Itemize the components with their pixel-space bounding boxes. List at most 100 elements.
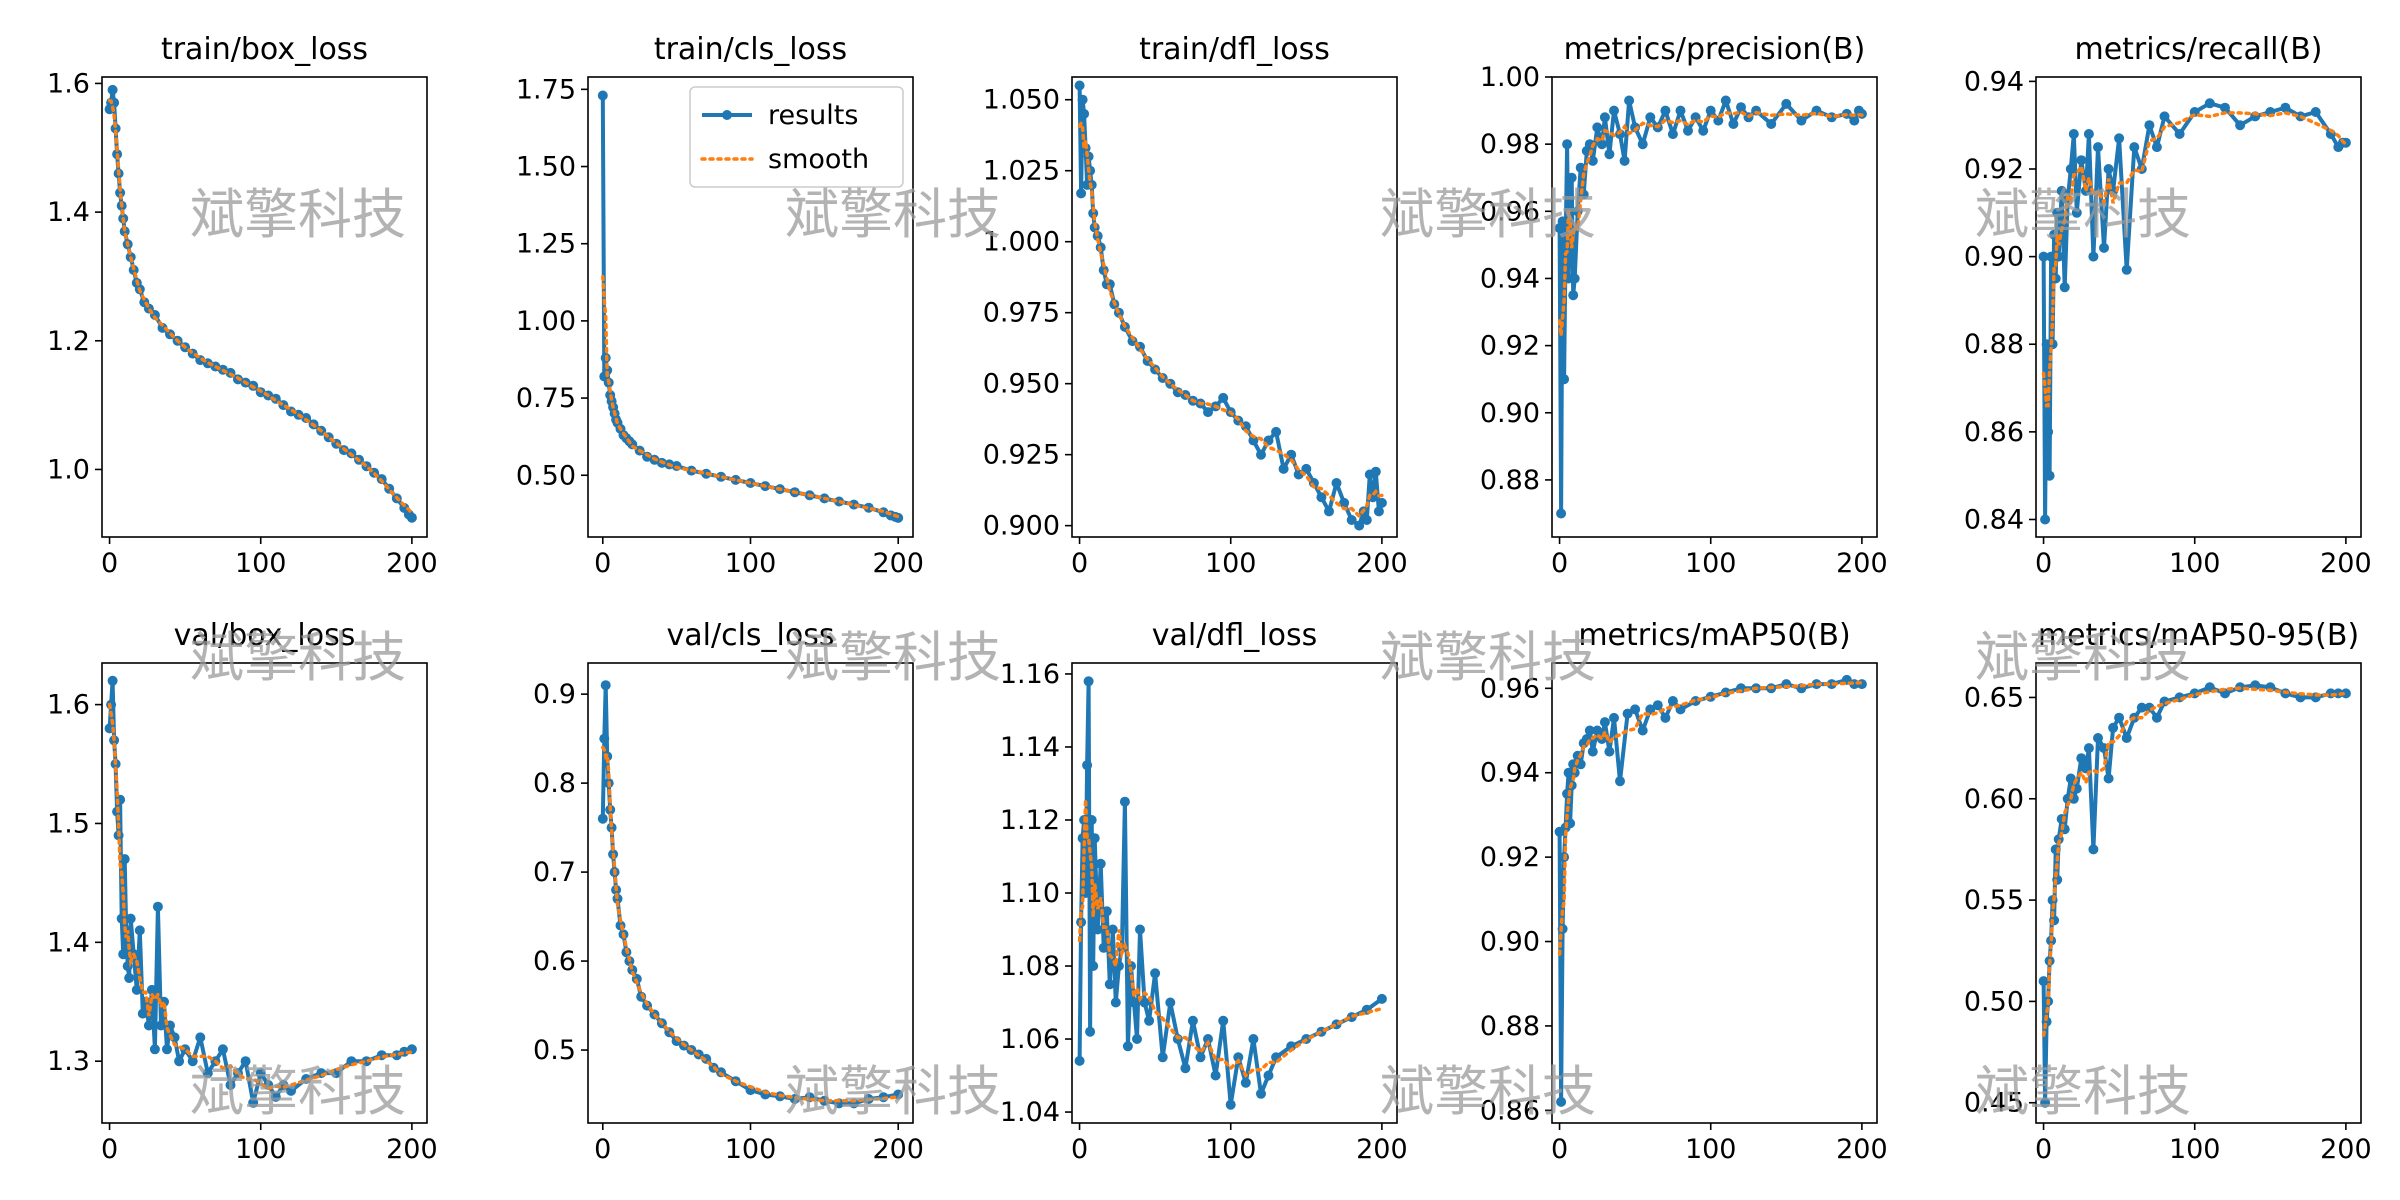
results-point (2088, 251, 2099, 262)
results-point (1569, 273, 1580, 284)
results-point (1218, 392, 1229, 403)
results-point (1660, 105, 1671, 116)
y-tick-label: 1.00 (516, 306, 576, 337)
y-tick-label: 0.8 (533, 768, 576, 799)
results-point (1736, 102, 1746, 113)
results-point (1278, 463, 1289, 474)
y-tick-label: 0.7 (533, 857, 576, 888)
y-tick-label: 0.900 (983, 511, 1060, 542)
results-point (2059, 282, 2070, 293)
subplot-6: val/cls_loss 0 100 200 0.5 0.6 0.7 0.8 0.9 (533, 618, 924, 1165)
legend-smooth-label: smooth (768, 144, 869, 175)
y-tick-label: 1.2 (47, 326, 90, 357)
y-tick-label: 0.5 (533, 1035, 576, 1066)
results-point (1218, 1015, 1229, 1026)
results-point (174, 1056, 185, 1067)
x-tick-label: 100 (1205, 548, 1257, 579)
results-point (286, 1085, 296, 1096)
x-tick-label: 0 (2035, 1134, 2052, 1165)
y-tick-label: 1.06 (1000, 1024, 1060, 1055)
results-point (716, 471, 726, 482)
x-tick-label: 200 (1356, 548, 1408, 579)
results-point (1587, 746, 1598, 757)
x-tick-label: 200 (386, 548, 438, 579)
smooth-line (2041, 686, 2348, 1037)
results-point (248, 1097, 259, 1108)
results-point (730, 474, 741, 485)
results-point (1089, 833, 1100, 844)
results-line (1557, 677, 1862, 1104)
y-tick-label: 0.92 (1964, 154, 2024, 185)
y-tick-label: 1.0 (47, 454, 90, 485)
results-point (1074, 1055, 1085, 1066)
results-point (1619, 155, 1630, 166)
results-point (149, 1044, 160, 1055)
results-point (1085, 1026, 1096, 1037)
results-point (2040, 514, 2051, 525)
results-point (1095, 858, 1106, 869)
subplot-title: val/box_loss (174, 618, 356, 653)
subplot-title: metrics/mAP50(B) (1578, 618, 1850, 653)
axes-frame (2035, 662, 2362, 1124)
results-line (1077, 85, 1384, 528)
smooth-line (1077, 799, 1384, 1079)
subplot-title: val/cls_loss (667, 618, 835, 653)
y-tick-label: 0.925 (983, 440, 1060, 471)
x-tick-label: 100 (235, 548, 287, 579)
results-point (1667, 696, 1678, 706)
smooth-line (107, 702, 414, 1091)
results-point (137, 1008, 148, 1019)
y-tick-label: 0.88 (1480, 465, 1540, 496)
subplot-title: metrics/precision(B) (1564, 32, 1866, 67)
results-point (1263, 1070, 1274, 1081)
plot-area (2038, 98, 2351, 525)
results-point (1566, 172, 1577, 183)
watermark-text: 斌擎科技 (190, 183, 406, 246)
plot-area (597, 90, 904, 523)
results-point (597, 813, 608, 824)
y-tick-label: 0.84 (1964, 504, 2024, 535)
results-point (2114, 712, 2125, 723)
results-point (1225, 1099, 1236, 1110)
results-line (107, 87, 414, 520)
y-tick-label: 1.025 (983, 156, 1060, 187)
results-point (1165, 997, 1176, 1008)
results-point (152, 901, 163, 912)
results-point (2052, 207, 2063, 218)
results-point (2151, 712, 2162, 723)
subplot-3: metrics/precision(B) 0 100 200 0.88 0.90 0.92 0… (1480, 32, 1888, 579)
axes-frame (101, 76, 428, 538)
results-point (1203, 407, 1213, 418)
results-point (1122, 1041, 1133, 1052)
results-point (1107, 924, 1118, 935)
results-point (1557, 216, 1568, 227)
watermark-text: 斌擎科技 (785, 626, 1001, 689)
results-point (1622, 708, 1633, 719)
results-point (240, 1056, 251, 1067)
y-tick-label: 0.55 (1964, 885, 2024, 916)
results-point (1376, 993, 1387, 1004)
y-tick-label: 0.92 (1480, 842, 1540, 873)
results-point (2099, 242, 2109, 253)
results-point (1370, 466, 1381, 477)
results-point (1074, 80, 1085, 91)
y-tick-label: 1.12 (1000, 805, 1060, 836)
results-point (131, 984, 142, 995)
results-point (2159, 111, 2170, 122)
results-point (1592, 122, 1603, 133)
y-tick-label: 0.92 (1480, 331, 1540, 362)
axes-frame (1551, 76, 1878, 538)
results-point (1604, 746, 1615, 757)
x-tick-label: 0 (594, 548, 611, 579)
results-point (1361, 515, 1372, 525)
y-tick-label: 0.60 (1964, 784, 2024, 815)
legend: results smooth (689, 86, 904, 188)
results-point (225, 1080, 236, 1090)
results-point (1562, 139, 1573, 150)
results-point (1568, 290, 1579, 301)
y-tick-label: 0.94 (1480, 758, 1540, 789)
results-point (2103, 773, 2114, 784)
results-point (1098, 942, 1109, 953)
results-point (1210, 1070, 1221, 1081)
